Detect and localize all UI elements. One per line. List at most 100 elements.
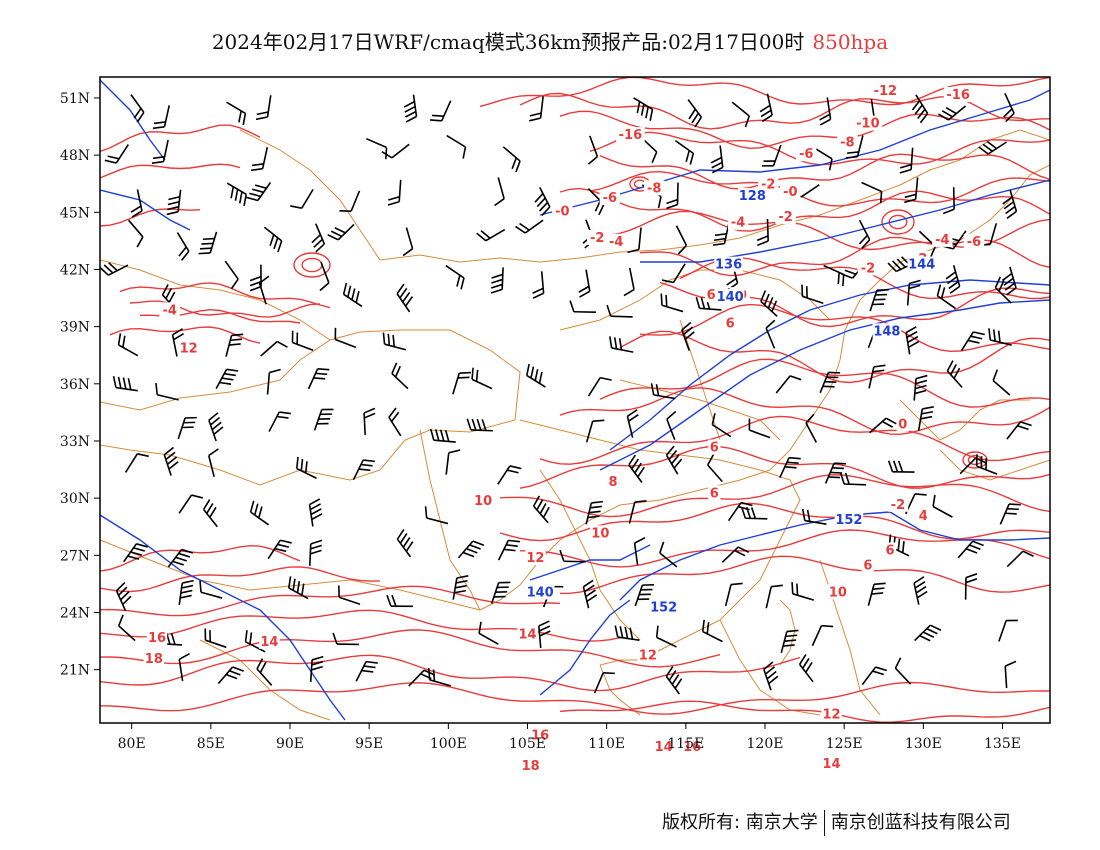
wind-barb bbox=[471, 367, 493, 390]
wind-barb bbox=[224, 260, 239, 290]
temperature-contour bbox=[639, 303, 1050, 353]
temperature-label-bg bbox=[525, 550, 546, 566]
wind-barb bbox=[402, 227, 414, 257]
temperature-label-bg bbox=[943, 87, 973, 103]
footer-copyright: 版权所有: 南京大学 bbox=[662, 812, 818, 833]
temperature-label: -4 bbox=[609, 235, 623, 250]
wind-barb bbox=[819, 371, 841, 394]
wind-barb bbox=[887, 460, 915, 473]
wind-barb bbox=[760, 290, 778, 317]
lat-tick-label: 36N bbox=[60, 377, 90, 393]
wind-barb bbox=[593, 671, 615, 694]
wind-barb bbox=[309, 655, 324, 682]
temperature-contour bbox=[100, 629, 721, 668]
wind-barb bbox=[894, 657, 912, 685]
wind-barb bbox=[177, 416, 197, 440]
wind-barb bbox=[913, 374, 928, 401]
temperature-label-bg bbox=[775, 209, 796, 225]
wind-barb bbox=[178, 494, 204, 514]
wind-barb bbox=[914, 624, 942, 642]
wind-barb bbox=[666, 410, 677, 441]
lat-tick-label: 45N bbox=[60, 205, 90, 221]
wind-barb bbox=[266, 368, 281, 395]
lat-tick-label: 27N bbox=[60, 548, 90, 564]
temperature-label: 6 bbox=[707, 288, 716, 303]
wind-barb bbox=[845, 135, 864, 159]
title-level: 850hpa bbox=[812, 30, 889, 54]
map-frame bbox=[99, 76, 1051, 724]
lat-tick-label: 24N bbox=[60, 605, 90, 621]
wind-barb bbox=[260, 340, 288, 357]
wind-barb bbox=[163, 446, 179, 476]
temperature-label: -16 bbox=[946, 88, 970, 103]
wind-barb bbox=[352, 459, 375, 481]
temperature-label: -2 bbox=[590, 231, 604, 246]
wind-barb bbox=[559, 549, 586, 563]
temperature-label: 12 bbox=[180, 342, 198, 357]
wind-barb bbox=[740, 506, 768, 520]
wind-barb bbox=[869, 417, 897, 434]
wind-barb bbox=[633, 536, 646, 566]
wind-barb bbox=[650, 383, 676, 400]
wind-barb bbox=[199, 580, 223, 599]
temperature-label: 4 bbox=[919, 509, 928, 524]
wind-barb bbox=[748, 418, 771, 439]
map-axes: 80E 85E 90E 95E 100E 105E 110E 115E 120E 125E 130E… bbox=[60, 91, 1021, 752]
wind-barb bbox=[674, 139, 695, 165]
temperature-label: 0 bbox=[898, 418, 907, 433]
boundary-line bbox=[719, 619, 821, 716]
wind-barb bbox=[466, 418, 493, 432]
wind-barb bbox=[502, 146, 521, 173]
temperature-label-bg bbox=[681, 738, 703, 754]
wind-barb bbox=[207, 448, 219, 478]
wind-barb bbox=[176, 232, 190, 261]
wind-barb bbox=[710, 145, 724, 174]
wind-barb bbox=[123, 543, 148, 563]
wind-barb bbox=[100, 262, 129, 276]
wind-barb bbox=[178, 652, 190, 682]
wind-barb bbox=[332, 632, 359, 646]
wind-barb bbox=[775, 375, 802, 394]
wind-barb bbox=[687, 99, 703, 128]
temperature-contour bbox=[100, 585, 561, 617]
temperature-label-bg bbox=[705, 287, 718, 303]
wind-barb bbox=[964, 573, 978, 600]
wind-barb bbox=[334, 327, 357, 349]
temperature-label: -4 bbox=[935, 233, 949, 248]
chart-title: 2024年02月17日WRF/cmaq模式36km预报产品:02月17日00时 8… bbox=[0, 26, 1100, 55]
geopotential-label: 144 bbox=[908, 258, 935, 273]
temperature-label-bg bbox=[599, 189, 621, 205]
wind-barb bbox=[765, 584, 783, 609]
temperature-contour bbox=[100, 124, 261, 153]
wind-barb bbox=[585, 500, 604, 525]
temperature-label-bg bbox=[727, 214, 749, 230]
wind-barb bbox=[244, 630, 266, 653]
wind-barb bbox=[267, 539, 292, 560]
wind-barb bbox=[978, 140, 1008, 155]
temperature-label-bg bbox=[259, 633, 280, 649]
wind-barb bbox=[124, 453, 149, 473]
temperature-contour bbox=[100, 163, 241, 179]
temperature-contour bbox=[100, 681, 1050, 715]
wind-barb bbox=[430, 100, 452, 122]
wind-barb bbox=[452, 371, 471, 395]
temperature-label: 12 bbox=[526, 551, 544, 566]
wind-barb bbox=[250, 147, 269, 172]
temperature-label-bg bbox=[143, 651, 165, 667]
wind-barb bbox=[291, 330, 314, 352]
wind-barb bbox=[355, 660, 378, 682]
wind-barb bbox=[960, 331, 985, 351]
temperature-label: -2 bbox=[891, 498, 905, 513]
wind-barb bbox=[839, 472, 867, 486]
temperature-label-bg bbox=[146, 630, 168, 646]
wind-barb bbox=[258, 275, 270, 305]
temperature-label-bg bbox=[552, 203, 573, 219]
wind-barb bbox=[999, 503, 1021, 525]
temperature-label: 10 bbox=[591, 526, 609, 541]
temperature-label-bg bbox=[586, 229, 608, 245]
geopotential-contour bbox=[100, 79, 166, 161]
wind-barb bbox=[761, 144, 782, 167]
lon-tick-label: 80E bbox=[118, 736, 146, 752]
wind-barb bbox=[308, 498, 323, 527]
geopotential-contour bbox=[599, 299, 1050, 471]
